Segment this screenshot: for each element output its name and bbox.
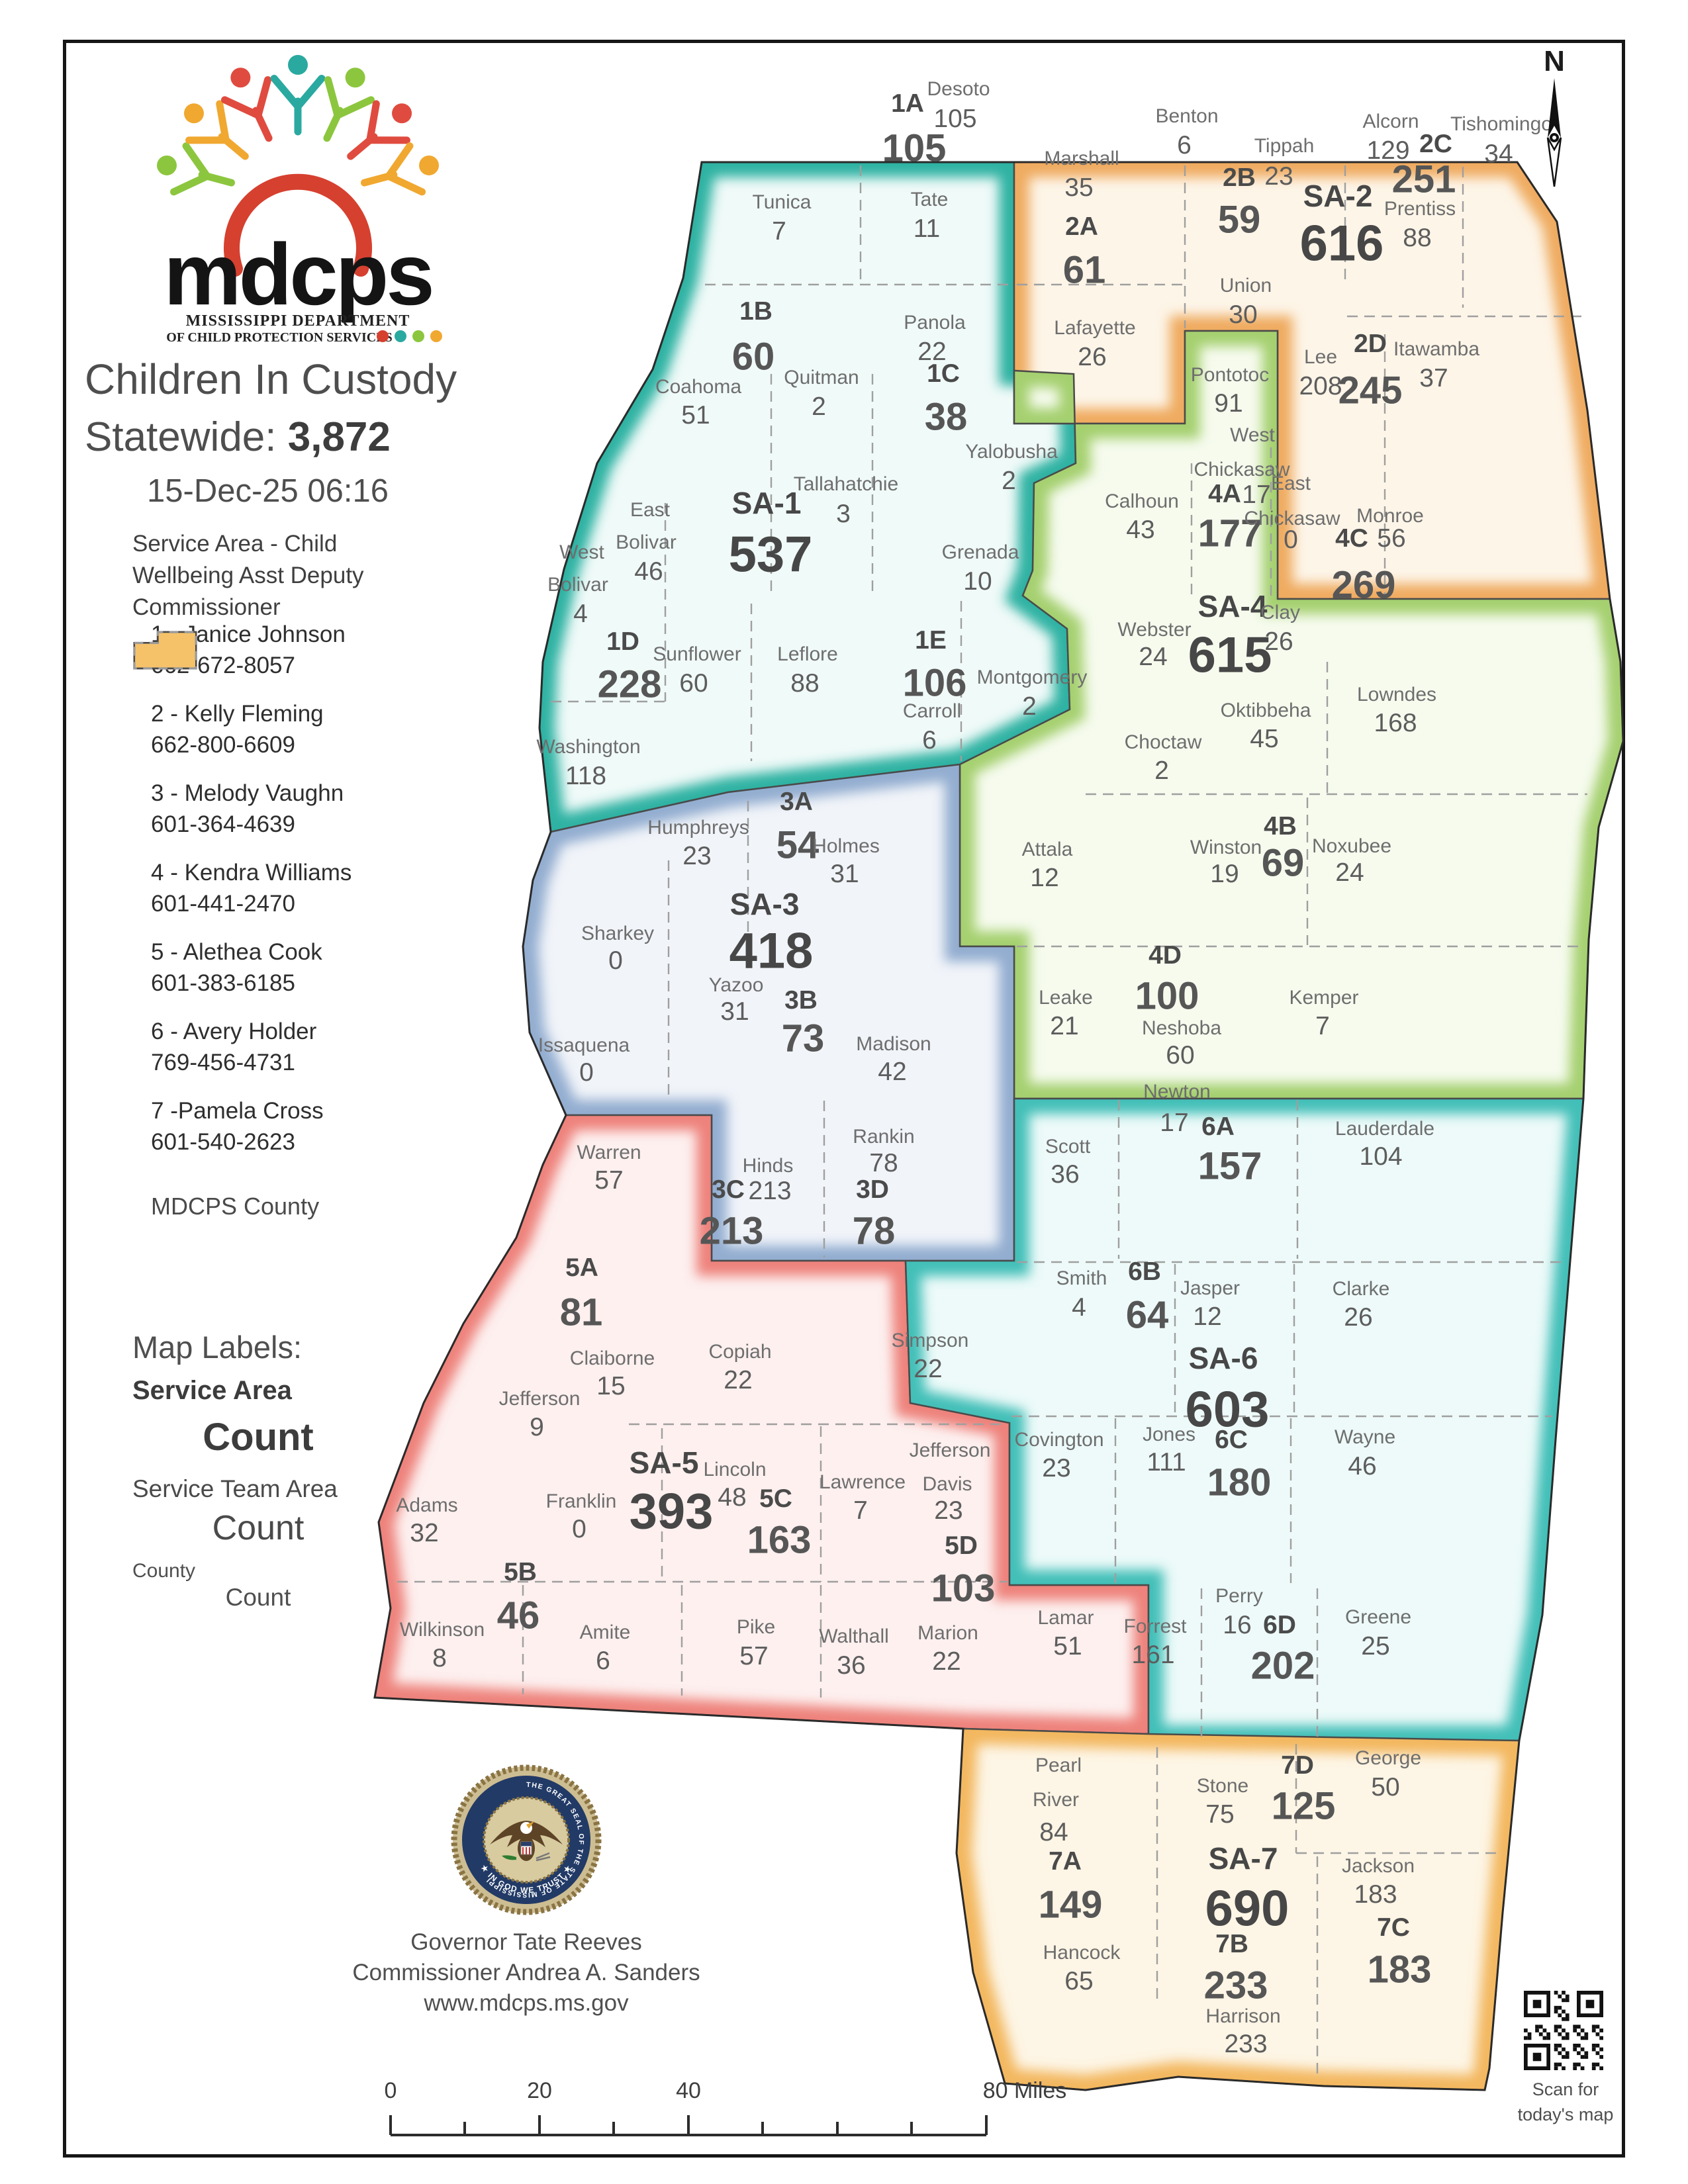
key-service-area-count: Count xyxy=(203,1416,314,1459)
logo-dept-line1: MISSISSIPPI DEPARTMENT xyxy=(186,312,410,330)
legend-item-phone: 601-441-2470 xyxy=(151,891,295,917)
statewide-label: Statewide: xyxy=(85,414,288,460)
mdcps-logo: mdcps MISSISSIPPI DEPARTMENT OF CHILD PR… xyxy=(156,55,442,345)
dashed-county-swatch-icon xyxy=(133,631,197,670)
legend-item: 3 - Melody Vaughn 601-364-4639 xyxy=(132,631,503,837)
legend-item: 2 - Kelly Fleming 662-800-6609 xyxy=(132,631,503,758)
legend-item: 6 - Avery Holder 769-456-4731 xyxy=(132,631,503,1075)
legend-item-phone: 769-456-4731 xyxy=(151,1050,295,1075)
commissioner-line: Commissioner Andrea A. Sanders xyxy=(352,1960,700,1985)
qr-caption: Scan for today's map xyxy=(1513,2077,1618,2127)
legend-item: 5 - Alethea Cook 601-383-6185 xyxy=(132,631,503,996)
map-labels-key: Map Labels: Service Area Count Service T… xyxy=(132,1329,384,1612)
legend-county-label: MDCPS County xyxy=(151,1192,320,1220)
legend-item-label: 2 - Kelly Fleming xyxy=(151,701,324,727)
key-service-team-area: Service Team Area xyxy=(132,1475,338,1502)
legend-heading-line1: Service Area - Child xyxy=(132,531,338,557)
county-boundaries xyxy=(397,165,1587,2077)
north-label: N xyxy=(1544,45,1565,77)
legend-item: 7 -Pamela Cross 601-540-2623 xyxy=(132,631,503,1155)
logo-dots xyxy=(377,330,442,342)
service-area-1-region xyxy=(538,161,1077,833)
state-outline xyxy=(373,161,1624,2091)
qr-caption-line2: today's map xyxy=(1517,2105,1614,2124)
legend-heading-line3: Commissioner xyxy=(132,594,281,620)
statewide-total: Statewide: 3,872 xyxy=(85,414,391,461)
legend-item-label: 4 - Kendra Williams xyxy=(151,860,352,886)
seal-eagle xyxy=(490,1821,563,1862)
qr-code xyxy=(1524,1991,1603,2070)
legend-item-label: 7 -Pamela Cross xyxy=(151,1098,324,1124)
scale-bar xyxy=(389,2115,988,2136)
legend-item-phone: 601-540-2623 xyxy=(151,1129,295,1155)
footer: Governor Tate Reeves Commissioner Andrea… xyxy=(261,1927,791,2019)
scale-40: 40 xyxy=(676,2078,701,2103)
legend-item-label: 6 - Avery Holder xyxy=(151,1019,317,1044)
legend: 1 - Janice Johnson 662-672-8057 2 - Kell… xyxy=(132,621,503,1227)
logo-sun-arc xyxy=(224,173,372,277)
map-labels-title: Map Labels: xyxy=(132,1330,303,1365)
legend-item-phone: 662-800-6609 xyxy=(151,732,295,758)
service-area-7-region xyxy=(955,1727,1521,2091)
legend-item-phone: 601-364-4639 xyxy=(151,811,295,837)
qr-caption-line1: Scan for xyxy=(1532,2079,1599,2099)
mississippi-state-seal: THE GREAT SEAL OF THE STATE OF MISSISSIP… xyxy=(451,1764,602,1915)
logo-wordmark: mdcps xyxy=(164,226,432,323)
legend-heading-line2: Wellbeing Asst Deputy xyxy=(132,563,364,588)
legend-item-label: 3 - Melody Vaughn xyxy=(151,780,344,806)
scale-20: 20 xyxy=(527,2078,552,2103)
page-border xyxy=(63,40,1625,2158)
key-service-area: Service Area xyxy=(132,1376,292,1405)
report-datetime: 15-Dec-25 06:16 xyxy=(147,473,389,509)
legend-item: 4 - Kendra Williams 601-441-2470 xyxy=(132,631,503,917)
website-line: www.mdcps.ms.gov xyxy=(424,1990,629,2016)
scale-80-miles: 80 Miles xyxy=(982,2078,1067,2103)
key-service-team-count: Count xyxy=(212,1509,305,1547)
logo-people-icons xyxy=(156,55,440,196)
statewide-value: 3,872 xyxy=(287,414,391,460)
legend-item-mdcps-county: MDCPS County xyxy=(132,631,503,1227)
key-county: County xyxy=(132,1560,196,1582)
legend-heading: Service Area - Child Wellbeing Asst Depu… xyxy=(132,528,364,623)
legend-item-phone: 601-383-6185 xyxy=(151,970,295,996)
north-arrow-icon xyxy=(1546,78,1562,187)
key-county-count: Count xyxy=(225,1584,291,1611)
page-title: Children In Custody xyxy=(85,355,457,403)
logo-dept-line2: OF CHILD PROTECTION SERVICES xyxy=(166,330,392,345)
governor-line: Governor Tate Reeves xyxy=(410,1929,642,1955)
legend-item-label: 5 - Alethea Cook xyxy=(151,939,322,965)
scale-0: 0 xyxy=(384,2078,397,2103)
